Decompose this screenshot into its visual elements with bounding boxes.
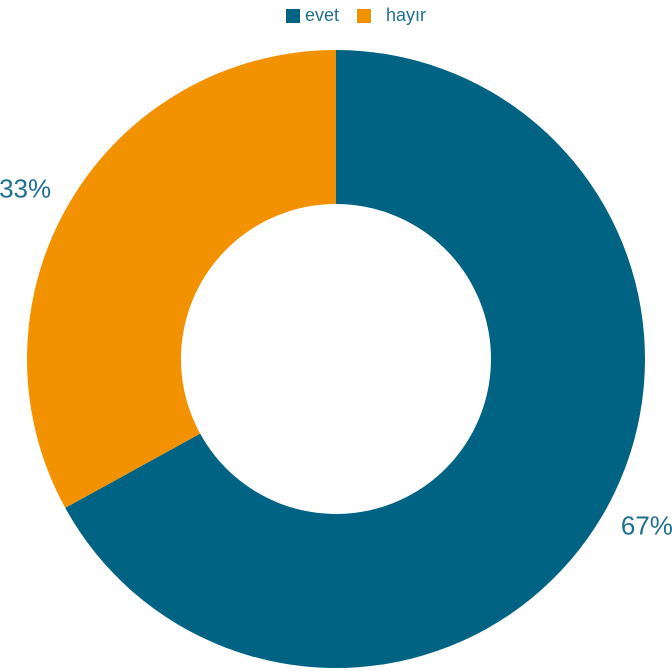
slice-hayır: [27, 50, 337, 508]
legend-swatch-evet: [286, 9, 300, 23]
data-label-hayır: 33%: [0, 173, 51, 203]
legend: evet hayır: [286, 5, 426, 25]
legend-label-hayır: hayır: [386, 5, 426, 25]
data-label-evet: 67%: [621, 510, 672, 540]
slice-evet: [65, 50, 645, 668]
legend-label-evet: evet: [305, 5, 339, 25]
data-labels: 67% 33%: [0, 173, 672, 540]
legend-swatch-hayır: [357, 9, 371, 23]
donut-slices: [27, 50, 645, 668]
